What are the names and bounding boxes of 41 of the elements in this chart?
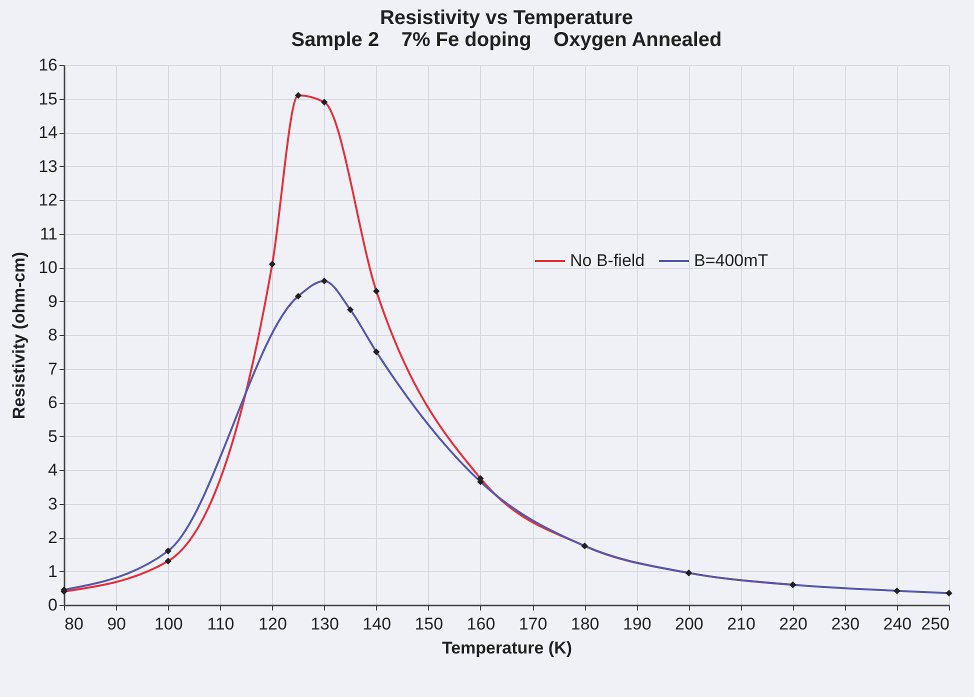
legend-label: No B-field <box>570 251 645 270</box>
y-tick-label: 0 <box>48 596 58 614</box>
y-tick-label: 4 <box>48 460 58 480</box>
x-tick-label: 200 <box>675 614 704 634</box>
x-tick-label: 80 <box>64 614 84 634</box>
x-tick-label: 190 <box>622 614 652 634</box>
x-tick-label: 160 <box>466 614 496 634</box>
y-tick-label: 15 <box>38 89 58 108</box>
y-tick-label: 9 <box>48 292 58 311</box>
x-tick-label: 90 <box>107 614 126 634</box>
y-tick-label: 14 <box>38 123 58 142</box>
x-axis-title: Temperature (K) <box>442 638 572 658</box>
y-tick-label: 3 <box>48 494 58 514</box>
y-tick-label: 13 <box>38 156 58 176</box>
y-tick-label: 8 <box>48 326 58 344</box>
y-tick-label: 11 <box>40 224 58 244</box>
chart-subtitle: Sample 2 7% Fe doping Oxygen Annealed <box>291 29 722 51</box>
y-tick-label: 10 <box>38 258 58 277</box>
y-tick-label: 2 <box>48 528 58 547</box>
y-tick-label: 7 <box>48 359 58 378</box>
x-tick-label: 120 <box>258 614 287 634</box>
x-tick-label: 180 <box>570 614 600 634</box>
y-tick-label: 5 <box>48 426 58 446</box>
x-tick-label: 210 <box>727 614 756 634</box>
y-tick-label: 16 <box>38 56 58 74</box>
x-tick-label: 140 <box>362 614 392 634</box>
x-tick-label: 100 <box>154 614 183 634</box>
y-tick-label: 1 <box>48 562 58 581</box>
y-tick-label: 6 <box>48 393 58 412</box>
x-tick-label: 130 <box>310 614 339 634</box>
x-tick-label: 230 <box>831 614 860 634</box>
chart-title: Resistivity vs Temperature <box>380 7 634 29</box>
legend-label: B=400mT <box>694 251 768 270</box>
y-axis-title: Resistivity (ohm-cm) <box>10 252 29 420</box>
x-tick-label: 110 <box>207 614 234 634</box>
x-tick-label: 250 <box>921 614 950 634</box>
x-tick-label: 150 <box>414 614 444 634</box>
x-tick-label: 240 <box>883 614 912 634</box>
x-tick-label: 170 <box>518 614 548 634</box>
x-tick-label: 220 <box>779 614 808 634</box>
y-tick-label: 12 <box>38 190 58 210</box>
